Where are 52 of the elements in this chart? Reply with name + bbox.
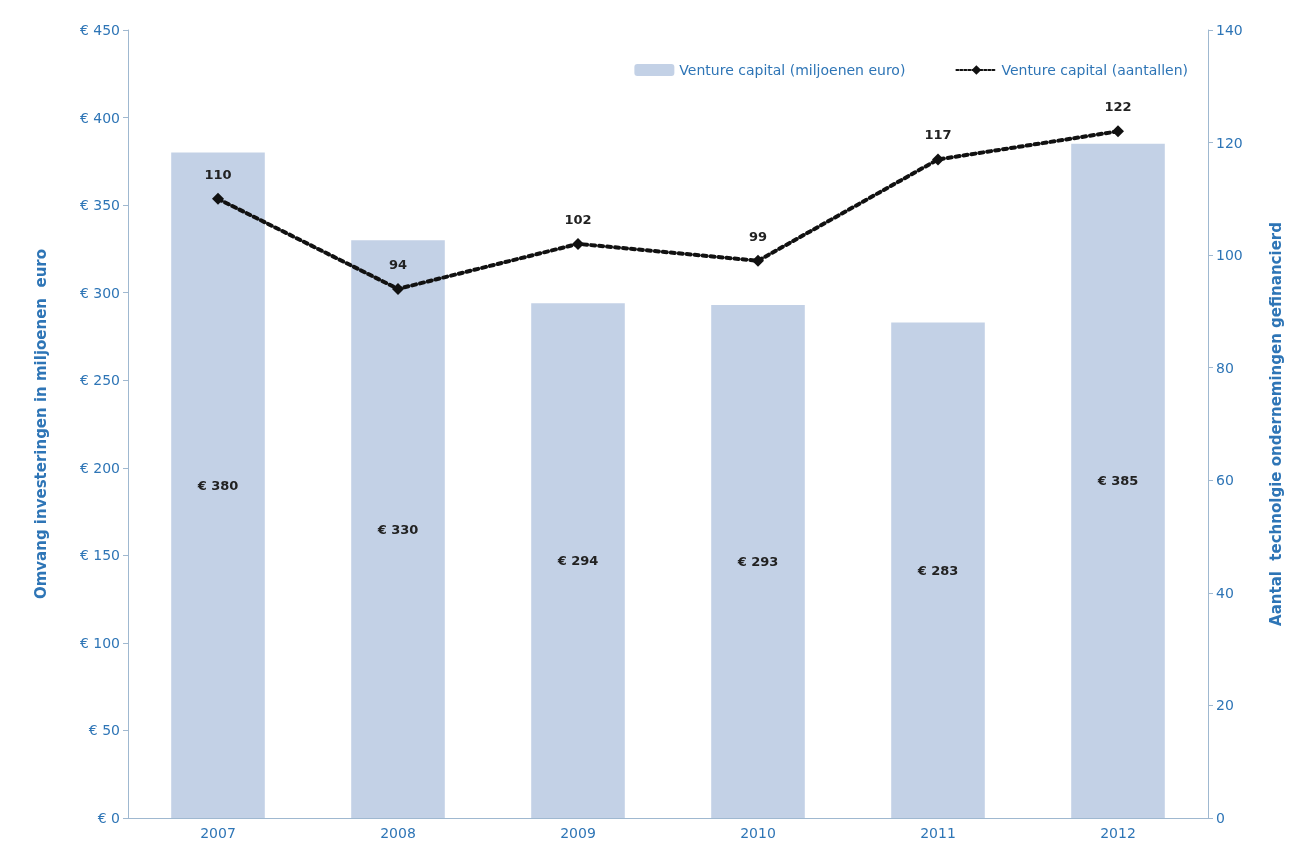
data-label: 117	[924, 127, 952, 143]
y-tick-label: € 0	[97, 810, 120, 826]
y2-tick-label: 40	[1216, 584, 1234, 601]
y2-tick-label: 20	[1216, 697, 1234, 714]
data-label: € 294	[556, 553, 599, 569]
data-label: € 385	[1096, 473, 1139, 489]
y-tick-label: € 100	[79, 634, 120, 651]
bar	[351, 240, 445, 818]
y-tick-label: € 400	[79, 109, 120, 126]
y2-axis-title: Aantal technolgie ondernemingen gefinancierd	[1266, 222, 1285, 626]
data-label: € 380	[196, 477, 239, 493]
point	[392, 282, 404, 295]
y-tick-label: € 150	[79, 547, 120, 564]
data-label: € 283	[916, 562, 959, 578]
data-label: 99	[748, 228, 768, 244]
y-tick-label: € 250	[79, 372, 120, 389]
y-axis-title: Omvang investeringen in miljoenen euro	[31, 248, 50, 600]
y-tick-label: € 350	[79, 197, 120, 214]
x-tick-label: 2008	[380, 825, 416, 841]
point	[212, 192, 224, 205]
y-tick-label: € 450	[79, 22, 120, 38]
data-label: 94	[388, 256, 408, 272]
y2-tick-label: 140	[1216, 22, 1243, 38]
legend-label: Venture capital (miljoenen euro)	[679, 62, 906, 78]
data-label: € 330	[376, 521, 419, 537]
point	[572, 237, 584, 250]
data-label: € 293	[736, 553, 779, 569]
bar	[171, 152, 265, 818]
bar	[711, 304, 805, 818]
x-tick-label: 2010	[740, 825, 776, 841]
bar	[1071, 143, 1165, 818]
y2-tick-label: 80	[1216, 359, 1234, 376]
legend-label: Venture capital (aantallen)	[1001, 62, 1189, 78]
point	[752, 254, 764, 267]
x-tick-label: 2007	[200, 825, 236, 841]
y2-tick-label: 120	[1216, 134, 1243, 151]
y-tick-label: € 50	[88, 722, 120, 739]
bar	[531, 303, 625, 818]
x-tick-label: 2012	[1100, 825, 1136, 841]
y-tick-label: € 200	[79, 459, 120, 476]
data-label: 102	[564, 211, 592, 227]
y2-tick-label: 60	[1216, 472, 1234, 489]
bar	[891, 322, 985, 818]
y2-tick-label: 0	[1216, 810, 1225, 826]
point	[1112, 125, 1124, 138]
x-tick-label: 2009	[560, 825, 596, 841]
y2-tick-label: 100	[1216, 247, 1243, 264]
data-label: 110	[204, 166, 232, 182]
data-label: 122	[1104, 99, 1132, 115]
point	[932, 153, 944, 166]
x-tick-label: 2011	[920, 825, 956, 841]
y-tick-label: € 300	[79, 284, 120, 301]
